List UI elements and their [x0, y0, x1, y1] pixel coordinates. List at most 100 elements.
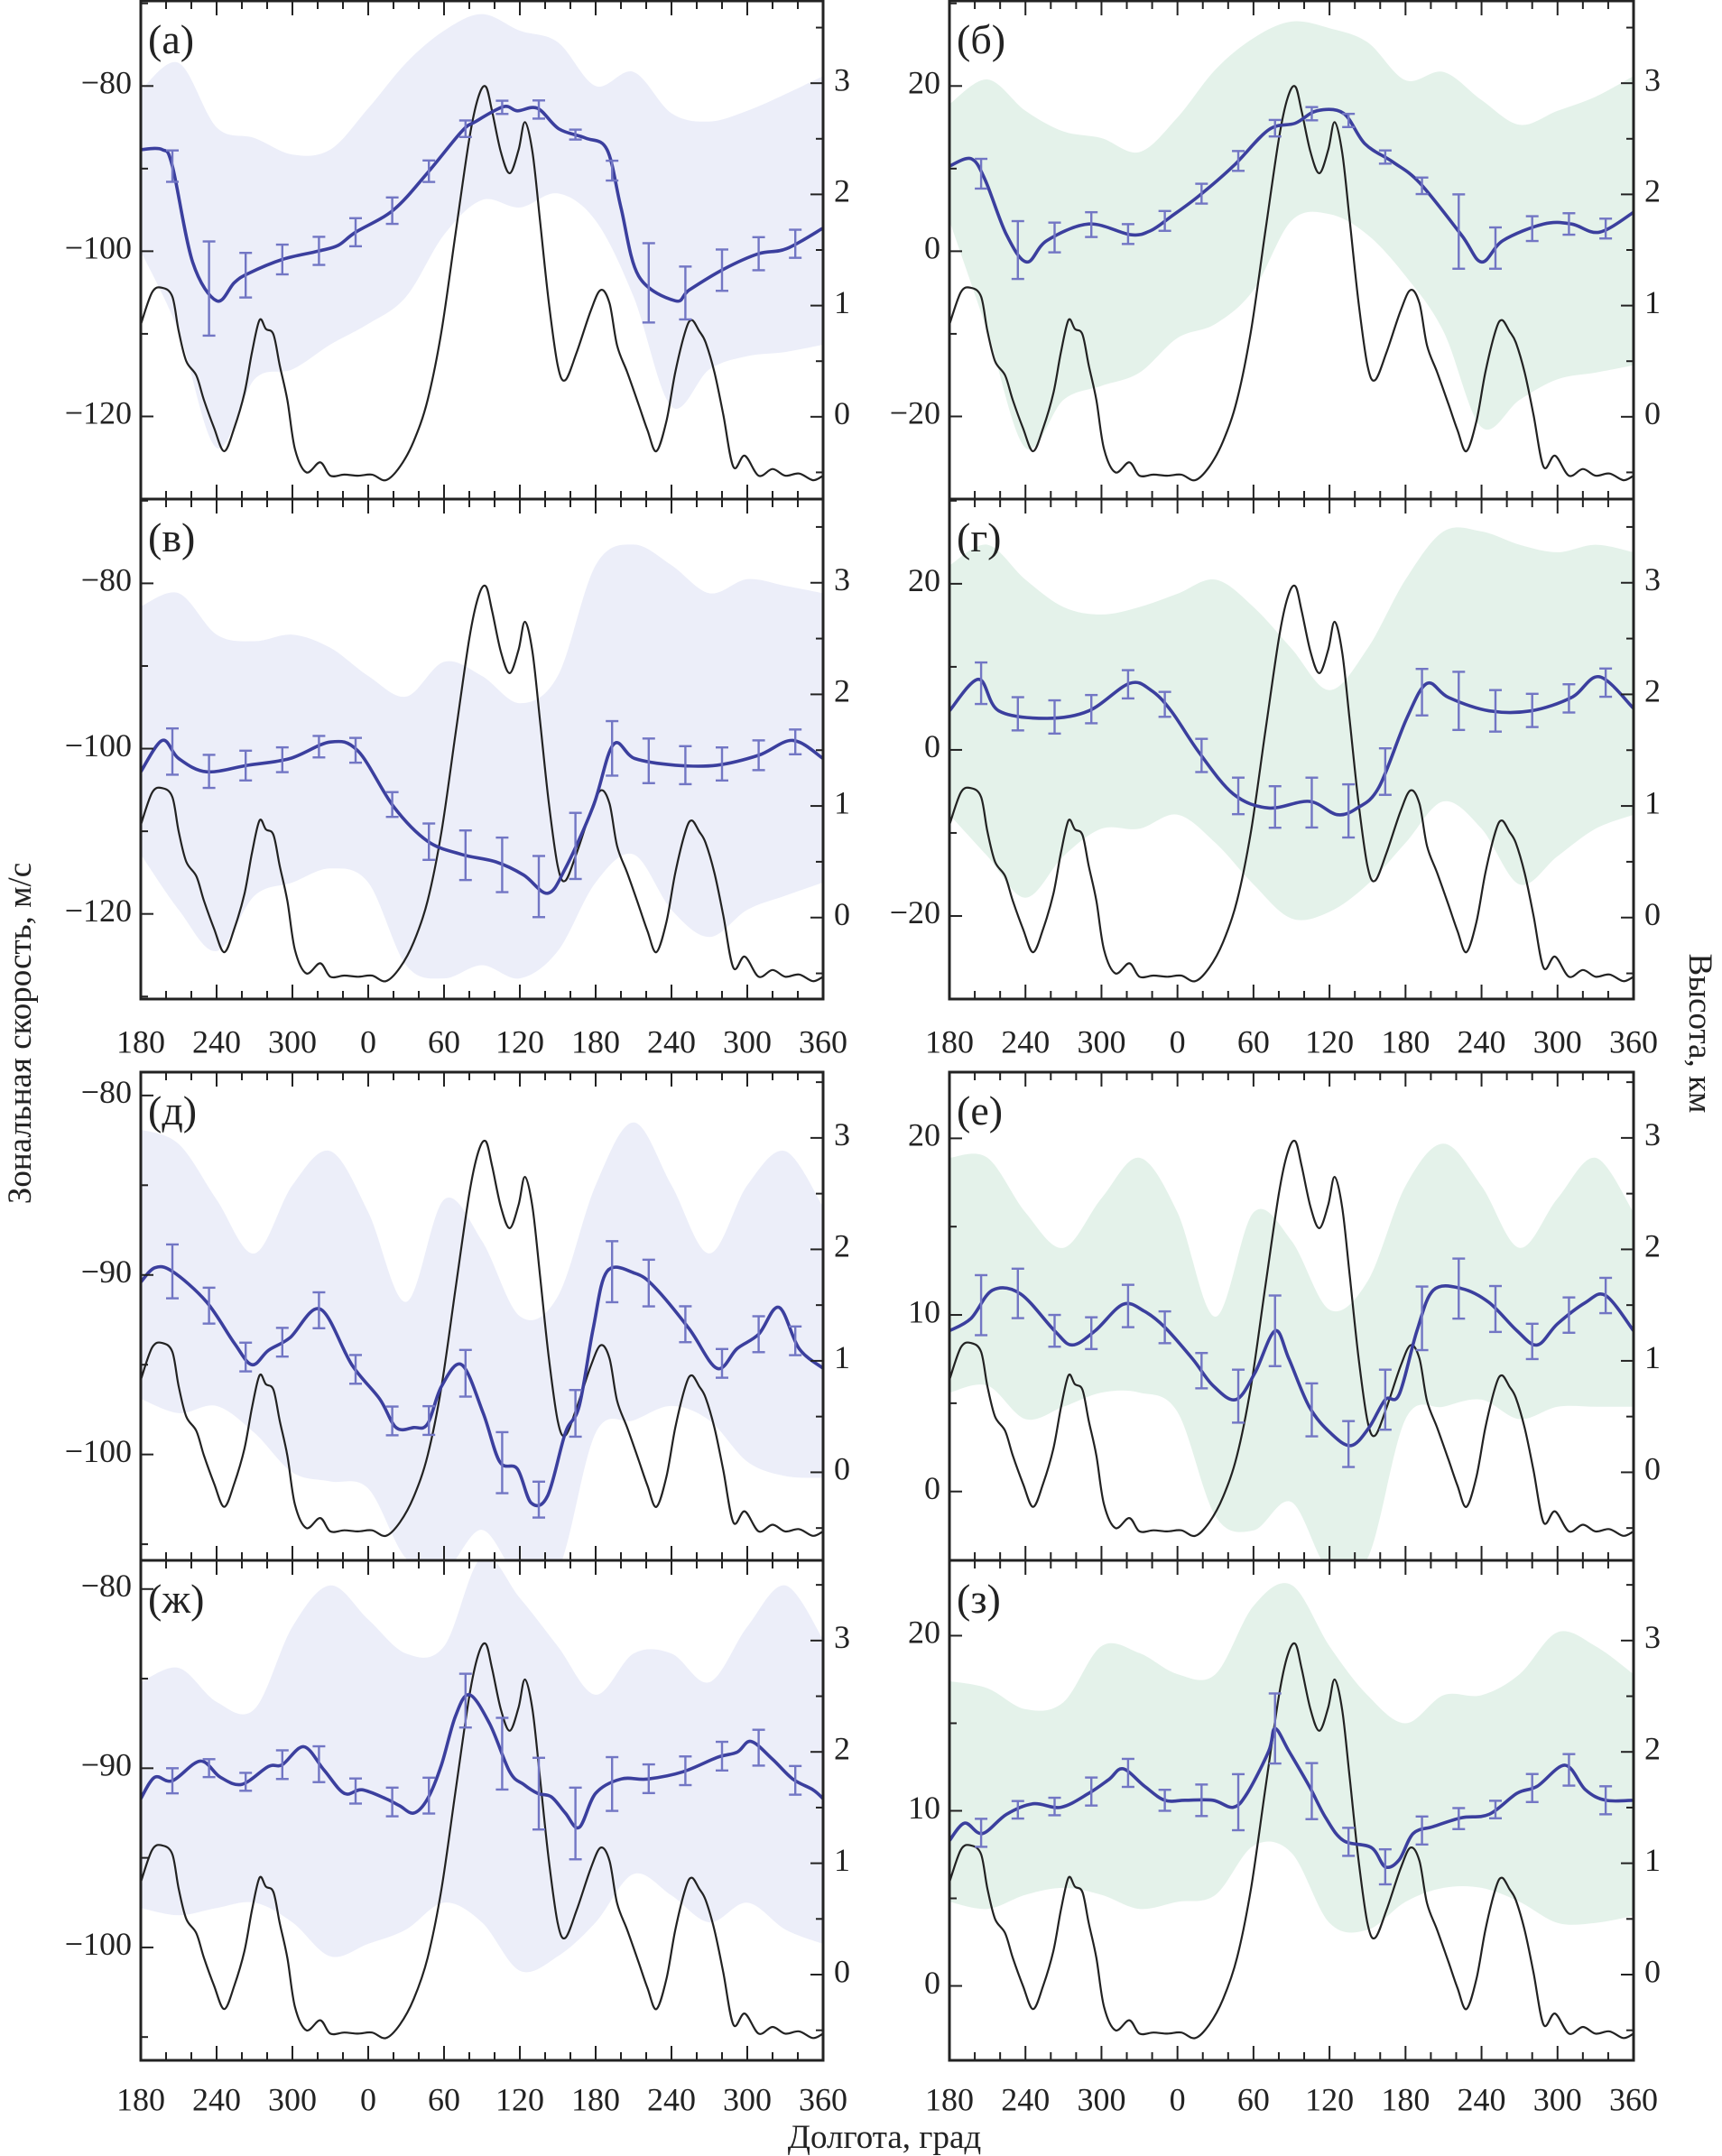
- panel-label: (в): [148, 514, 195, 560]
- y-tick-label: −100: [65, 727, 132, 763]
- error-bar: [1342, 112, 1356, 128]
- error-bar: [789, 1325, 802, 1356]
- y-tick-label: −90: [81, 1747, 132, 1783]
- error-bar: [1158, 1788, 1171, 1812]
- error-bar: [239, 1341, 253, 1373]
- error-bar: [385, 196, 399, 226]
- plot-area: [949, 21, 1634, 482]
- error-bar: [532, 1756, 545, 1831]
- panel-label: (г): [957, 514, 1002, 560]
- error-bar: [1121, 223, 1134, 245]
- y2-tick-label: 0: [1644, 896, 1661, 932]
- error-bar: [166, 1243, 179, 1300]
- error-bar: [1011, 219, 1024, 281]
- error-bar: [606, 1755, 619, 1812]
- mean-velocity-line: [141, 1264, 823, 1508]
- error-bar: [606, 159, 619, 182]
- topography-line: [141, 85, 823, 482]
- error-bar: [1085, 693, 1098, 725]
- error-bar: [1415, 667, 1429, 717]
- panel-5: −80 −90 −100 0 1 2 3 (д): [65, 1070, 850, 1562]
- error-bar: [716, 248, 728, 292]
- panel-8: 180 240 300 0 60 120 180 240 300 360 20 10 0 0 1 2 3 (з): [908, 1559, 1661, 2117]
- error-bar: [349, 1777, 362, 1805]
- error-bar: [1232, 1368, 1245, 1424]
- error-bar: [1488, 689, 1502, 733]
- spread-band: [141, 14, 823, 449]
- x-tick-label: 0: [360, 1023, 376, 1059]
- y-tick-label: −100: [65, 230, 132, 266]
- mean-velocity-line: [949, 1726, 1634, 1869]
- error-bar: [1268, 1692, 1282, 1765]
- spread-band: [949, 21, 1634, 450]
- y2-tick-label: 1: [1644, 1842, 1661, 1878]
- x-tick-label: 360: [799, 1023, 847, 1059]
- x-tick-label: 60: [1237, 2081, 1270, 2117]
- panel-label: (б): [957, 16, 1005, 62]
- error-bar: [752, 236, 765, 272]
- error-bar: [1562, 1296, 1576, 1334]
- error-bar: [1048, 699, 1061, 736]
- panel-frame: [139, 1559, 825, 2062]
- error-bar: [458, 828, 472, 882]
- error-bar: [1195, 1352, 1208, 1390]
- error-bar: [1305, 1762, 1319, 1820]
- error-bar: [1525, 215, 1539, 243]
- error-bar: [1305, 106, 1319, 122]
- panel-6: 20 10 0 0 1 2 3 (е): [908, 1070, 1661, 1562]
- y2-tick-label: 2: [1644, 1730, 1661, 1766]
- plot-area: [141, 544, 823, 983]
- error-bar: [716, 1740, 728, 1772]
- error-bar: [1232, 776, 1245, 816]
- error-bar: [495, 1716, 509, 1791]
- error-bar: [532, 1480, 545, 1519]
- error-bar: [569, 1786, 582, 1861]
- error-bar: [679, 265, 692, 321]
- error-bar: [679, 745, 692, 786]
- plot-area: [141, 1122, 823, 1560]
- x-tick-label: 300: [268, 1023, 317, 1059]
- panel-3: 180 240 300 0 60 120 180 240 300 360 −80 −100 −120 0 1…: [65, 497, 850, 1059]
- x-tick-label: 240: [1458, 2081, 1506, 2117]
- error-bar: [202, 240, 216, 338]
- x-tick-label: 120: [495, 2081, 544, 2117]
- y2-tick-label: 3: [834, 561, 850, 597]
- error-bar: [1232, 1772, 1245, 1832]
- error-bar: [1452, 1257, 1466, 1320]
- y2-tick-label: 3: [1644, 61, 1661, 97]
- y2-tick-label: 2: [1644, 673, 1661, 709]
- error-bar: [1195, 1783, 1208, 1818]
- error-bar: [1121, 669, 1134, 700]
- error-bar: [1085, 1316, 1098, 1351]
- topography-line: [949, 1642, 1634, 2040]
- error-bar: [1011, 1800, 1024, 1820]
- error-bar: [1525, 1322, 1539, 1361]
- y-tick-label: 20: [908, 65, 940, 101]
- error-bar: [1452, 1807, 1466, 1830]
- error-bar: [312, 236, 326, 266]
- y2-tick-label: 1: [834, 284, 850, 320]
- panel-7: 180 240 300 0 60 120 180 240 300 360 −80 −90 −100 0 1 2…: [65, 1559, 850, 2117]
- y2-tick-label: 3: [1644, 1619, 1661, 1655]
- x-tick-label: 120: [1305, 1023, 1354, 1059]
- x-tick-label: 240: [192, 2081, 241, 2117]
- panel-label: (а): [148, 16, 194, 62]
- spread-band: [141, 544, 823, 979]
- x-tick-label: 120: [495, 1023, 544, 1059]
- y2-tick-label: 0: [834, 1953, 850, 1989]
- y-axis-label: Зональная скорость, м/с: [2, 863, 39, 1204]
- error-bar: [789, 1764, 802, 1796]
- mean-velocity-line: [141, 105, 823, 303]
- topography-line: [949, 1139, 1634, 1538]
- y2-axis-label: Высота, км: [1681, 954, 1718, 1114]
- y-tick-label: −20: [890, 894, 940, 930]
- error-bar: [569, 128, 582, 141]
- error-bar: [975, 661, 988, 706]
- error-bar: [1268, 784, 1282, 829]
- error-bar: [1452, 193, 1466, 270]
- error-bar: [166, 726, 179, 776]
- error-bar: [1415, 1815, 1429, 1846]
- y2-tick-label: 1: [1644, 1339, 1661, 1375]
- error-bar: [1048, 221, 1061, 254]
- x-tick-label: 300: [723, 2081, 772, 2117]
